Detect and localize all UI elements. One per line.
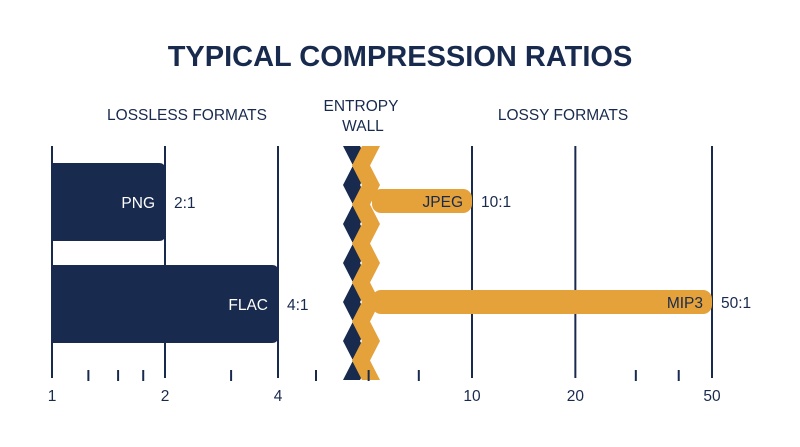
entropy-wall-gold: [352, 146, 380, 380]
bar-flac: [52, 265, 278, 343]
value-label-mip3: 50:1: [721, 295, 751, 312]
bar-label-mip3: MIP3: [667, 295, 703, 312]
tick-label-20: 20: [567, 388, 585, 405]
bar-mip3: [372, 290, 712, 314]
value-label-png: 2:1: [174, 195, 196, 212]
tick-label-1: 1: [48, 388, 57, 405]
bar-jpeg: [372, 189, 472, 213]
bar-label-flac: FLAC: [228, 297, 268, 314]
section-label-lossless: LOSSLESS FORMATS: [107, 107, 267, 124]
value-label-flac: 4:1: [287, 297, 309, 314]
tick-label-4: 4: [274, 388, 283, 405]
bar-label-jpeg: JPEG: [423, 194, 463, 211]
tick-label-2: 2: [161, 388, 170, 405]
value-label-jpeg: 10:1: [481, 194, 511, 211]
tick-label-50: 50: [703, 388, 721, 405]
bar-png: [52, 163, 165, 241]
section-label-entropy-wall: ENTROPY WALL: [324, 98, 403, 135]
bar-label-png: PNG: [121, 195, 155, 212]
section-label-lossy: LOSSY FORMATS: [498, 107, 628, 124]
tick-label-10: 10: [463, 388, 481, 405]
chart-title: TYPICAL COMPRESSION RATIOS: [168, 41, 633, 73]
